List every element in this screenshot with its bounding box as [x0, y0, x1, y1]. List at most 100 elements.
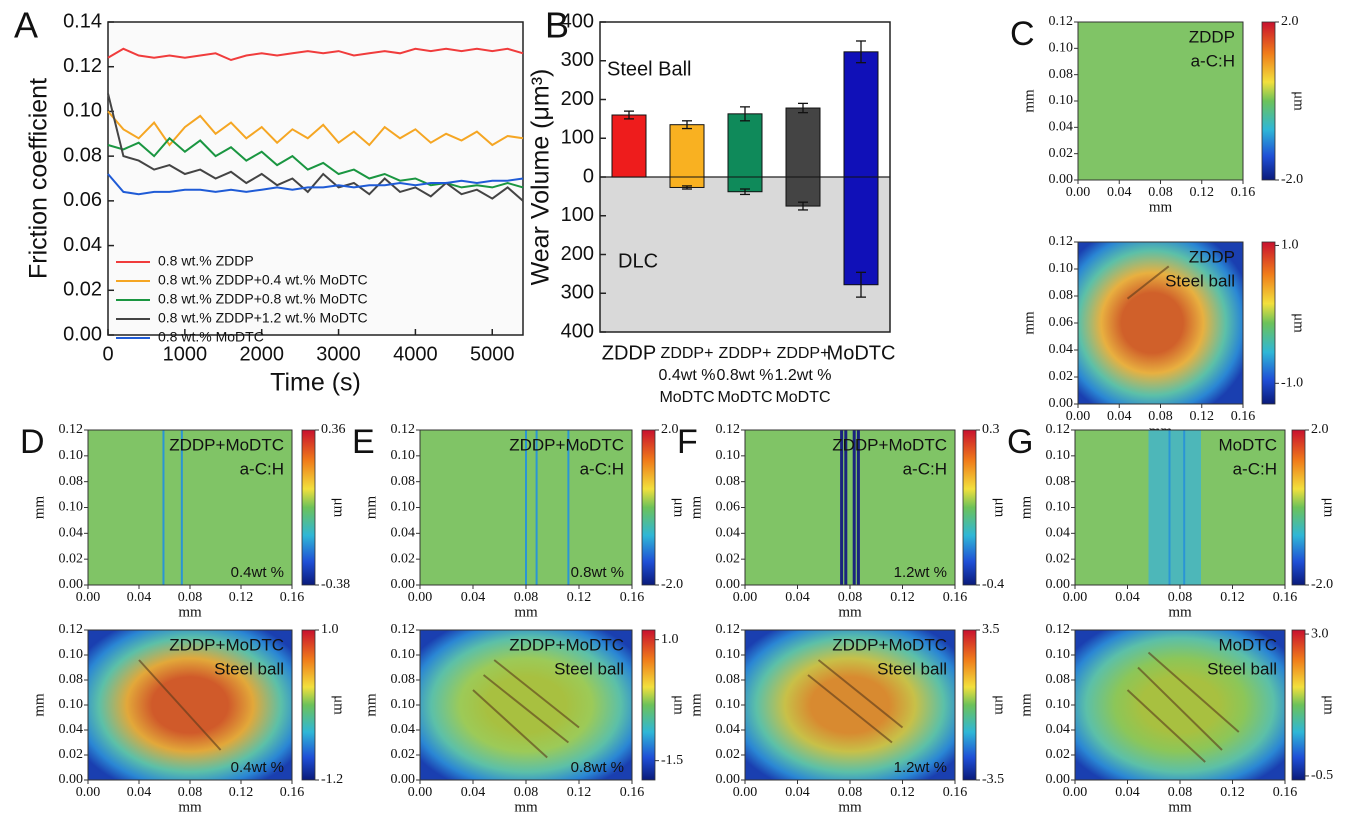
colorbar-tick-label: -1.0	[1281, 376, 1303, 391]
y-tick-label: 0.00	[391, 577, 416, 592]
y-tick-label: 0.12	[59, 622, 84, 637]
x-tick-label: 0.16	[1273, 590, 1298, 605]
map-annotation: 0.8wt %	[571, 759, 624, 776]
y-tick-label: 0.04	[1049, 120, 1074, 135]
x-tick-label: 0.08	[1148, 185, 1173, 200]
y-tick-label: 0.06	[63, 189, 102, 211]
y-axis-label: mm	[363, 693, 379, 717]
y-tick-label: 0.10	[716, 697, 741, 712]
map-title: a-C:H	[1191, 51, 1235, 70]
series-line	[107, 110, 524, 147]
colorbar-tick-label: -2.0	[661, 577, 683, 592]
y-tick-label: 200	[561, 243, 594, 265]
error-bar	[798, 102, 808, 114]
error-bar	[682, 120, 692, 130]
panel-label: G	[1007, 423, 1033, 461]
y-tick-label: 0.04	[391, 526, 416, 541]
x-tick-label: 0.00	[408, 785, 433, 800]
map-title: a-C:H	[580, 459, 624, 478]
y-tick-label: 0.08	[1046, 474, 1071, 489]
error-bar	[682, 185, 692, 190]
y-tick-label: 0.00	[391, 772, 416, 787]
scratch	[493, 659, 580, 729]
x-tick-label: ZDDP	[602, 342, 656, 364]
surface-image	[745, 630, 955, 780]
colorbar-tick-label: 0.3	[982, 422, 1000, 437]
y-tick-label: 0.08	[1049, 288, 1074, 303]
y-tick-label: 0.10	[1046, 697, 1071, 712]
map-title: a-C:H	[1233, 459, 1277, 478]
x-axis-label: mm	[1149, 199, 1173, 215]
y-tick-label: 0.12	[59, 422, 84, 437]
x-tick-label: ZDDP+	[661, 345, 714, 362]
y-tick-label: 0.10	[59, 697, 84, 712]
panel-label: B	[545, 5, 569, 46]
map-title: ZDDP	[1189, 247, 1235, 266]
y-tick-label: 0.00	[1049, 172, 1074, 187]
x-axis-label: mm	[1168, 604, 1192, 620]
x-tick-label: 0.16	[620, 590, 645, 605]
x-tick-label: 0.00	[733, 590, 758, 605]
y-tick-label: 0.10	[391, 647, 416, 662]
map-title: Steel ball	[877, 659, 947, 678]
series-line	[107, 93, 524, 202]
colorbar-tick-label: -1.5	[661, 753, 683, 768]
x-tick-label: 5000	[470, 343, 515, 365]
x-tick-label: 0.08	[178, 785, 203, 800]
colorbar-tick-label: 2.0	[1311, 422, 1329, 437]
y-axis-label: mm	[1021, 311, 1037, 335]
scratch	[807, 674, 893, 744]
colorbar-unit: μm	[671, 498, 687, 518]
colorbar-unit: μm	[671, 695, 687, 715]
y-tick-label: 0.12	[1046, 422, 1071, 437]
y-tick-label: 0.04	[1046, 722, 1071, 737]
error-bar	[856, 40, 866, 64]
bar	[611, 114, 647, 178]
x-axis-label: Time (s)	[270, 369, 361, 397]
scratch	[472, 689, 548, 759]
colorbar-tick-label: 1.0	[321, 622, 339, 637]
colorbar	[301, 429, 316, 586]
map-title: ZDDP+MoDTC	[169, 635, 284, 654]
legend-label: 0.8 wt.% ZDDP	[158, 253, 254, 269]
error-bar	[798, 201, 808, 211]
bar	[843, 51, 879, 178]
y-tick-label: 0.14	[63, 10, 102, 32]
error-bar	[740, 106, 750, 122]
y-tick-label: 0.08	[716, 672, 741, 687]
map-annotation: 0.4wt %	[231, 759, 284, 776]
series-line	[107, 136, 524, 189]
y-tick-label: 0.08	[59, 672, 84, 687]
y-tick-label: 0.08	[1049, 67, 1074, 82]
map-title: Steel ball	[214, 659, 284, 678]
x-tick-label: 0.08	[1168, 785, 1193, 800]
y-tick-label: 0.08	[391, 672, 416, 687]
x-axis-label: mm	[1168, 799, 1192, 815]
colorbar	[1261, 241, 1276, 405]
colorbar-tick-label: -0.38	[321, 577, 350, 592]
y-tick-label: 0.10	[1049, 261, 1074, 276]
y-tick-label: 0.02	[1046, 551, 1071, 566]
x-tick-label: MoDTC	[717, 389, 772, 406]
y-tick-label: 0.02	[59, 551, 84, 566]
colorbar	[641, 629, 656, 781]
x-axis-label: mm	[514, 799, 538, 815]
series-label: DLC	[618, 250, 658, 272]
y-tick-label: 0.08	[716, 474, 741, 489]
y-tick-label: 100	[561, 127, 594, 149]
y-tick-label: 0.00	[716, 577, 741, 592]
x-tick-label: 0.08	[838, 785, 863, 800]
x-tick-label: 0.12	[229, 590, 254, 605]
y-axis-label: mm	[363, 496, 379, 520]
x-tick-label: 0.12	[1190, 185, 1215, 200]
x-tick-label: 0.8wt %	[717, 367, 774, 384]
panel-label: F	[677, 423, 698, 461]
y-tick-label: 0.12	[1046, 622, 1071, 637]
y-tick-label: 0.00	[59, 772, 84, 787]
x-tick-label: 0.16	[1231, 409, 1256, 424]
colorbar	[1261, 21, 1276, 181]
x-tick-label: 0.04	[1107, 409, 1132, 424]
y-tick-label: 0.02	[391, 551, 416, 566]
x-tick-label: 0.00	[1063, 785, 1088, 800]
y-tick-label: 0.00	[1046, 772, 1071, 787]
